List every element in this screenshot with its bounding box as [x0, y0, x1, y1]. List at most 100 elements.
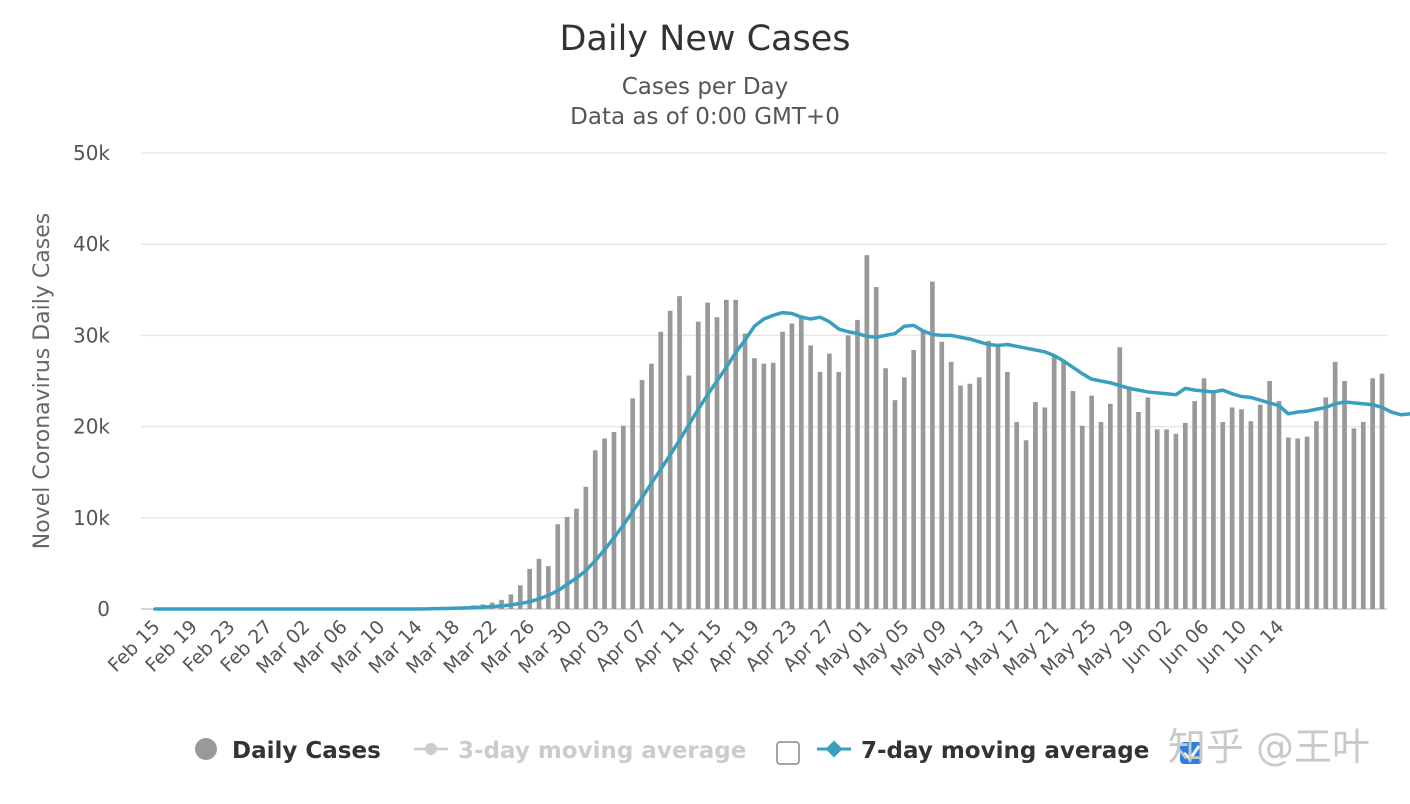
legend: Daily Cases 3-day moving average 7-day m… [195, 738, 1202, 765]
bar-106 [1145, 397, 1151, 609]
bar-109 [1173, 433, 1179, 609]
three-day-legend-marker [425, 743, 437, 755]
bar-51 [630, 398, 636, 609]
bar-69 [798, 315, 804, 609]
bar-129 [1360, 422, 1366, 609]
bar-50 [620, 425, 626, 609]
legend-item-3-day-average[interactable]: 3-day moving average [414, 738, 746, 764]
bar-76 [864, 255, 870, 610]
bar-60 [714, 317, 720, 609]
three-day-legend-label: 3-day moving average [458, 738, 746, 764]
checkmark-icon [1182, 745, 1201, 762]
seven-day-legend-marker [825, 740, 843, 758]
bar-90 [995, 343, 1001, 609]
bar-120 [1276, 401, 1282, 609]
bar-59 [705, 302, 710, 609]
bar-56 [677, 296, 682, 609]
bar-116 [1239, 409, 1244, 609]
bar-39 [517, 585, 523, 609]
seven-day-average-line [153, 310, 1410, 611]
bar-101 [1098, 422, 1104, 609]
bar-42 [546, 566, 551, 609]
bar-104 [1126, 386, 1132, 609]
y-tick-50k: 50k [73, 141, 110, 165]
bar-72 [827, 353, 832, 609]
bar-77 [873, 287, 879, 609]
bar-131 [1379, 373, 1385, 609]
bar-95 [1042, 407, 1048, 609]
bar-99 [1079, 425, 1085, 609]
bar-67 [780, 331, 785, 609]
bar-115 [1229, 407, 1235, 609]
bar-49 [611, 432, 617, 609]
bar-105 [1136, 412, 1141, 609]
bar-125 [1323, 397, 1329, 609]
bar-128 [1351, 428, 1357, 609]
bar-44 [564, 516, 570, 609]
y-tick-10k: 10k [73, 506, 110, 530]
bar-127 [1342, 381, 1347, 609]
bar-97 [1061, 360, 1066, 609]
bar-94 [1033, 401, 1038, 609]
bar-89 [986, 340, 991, 609]
seven-day-legend-label: 7-day moving average [861, 738, 1149, 764]
bar-110 [1182, 422, 1188, 609]
bar-84 [939, 341, 945, 609]
bar-71 [817, 371, 823, 609]
legend-item-daily-cases[interactable]: Daily Cases [195, 738, 381, 764]
bar-93 [1023, 440, 1029, 609]
bar-78 [883, 368, 888, 609]
chart-subtitle: Cases per Day [622, 74, 789, 100]
bar-121 [1285, 437, 1291, 609]
bar-111 [1192, 401, 1198, 609]
chart-data-date: Data as of 0:00 GMT+0 [570, 104, 840, 130]
bar-102 [1108, 403, 1113, 609]
bar-107 [1154, 429, 1160, 609]
bar-73 [836, 371, 842, 609]
bar-40 [527, 568, 532, 609]
daily-cases-bars [368, 255, 1385, 610]
bar-81 [911, 349, 917, 609]
bar-86 [958, 385, 963, 609]
bar-70 [808, 345, 813, 609]
bar-43 [555, 524, 561, 609]
y-tick-0: 0 [97, 597, 110, 621]
bar-45 [574, 508, 579, 609]
bar-100 [1089, 395, 1094, 609]
legend-item-7-day-average[interactable]: 7-day moving average [817, 738, 1149, 764]
watermark: 知乎 @王叶 [1168, 725, 1370, 769]
daily-cases-legend-marker [195, 738, 217, 760]
bar-66 [770, 362, 776, 609]
bar-68 [789, 323, 795, 609]
legend-checkbox-empty[interactable] [776, 741, 800, 765]
bar-74 [845, 335, 851, 609]
bar-112 [1201, 378, 1207, 609]
bar-122 [1295, 438, 1301, 609]
bar-65 [761, 363, 767, 609]
daily-cases-legend-label: Daily Cases [232, 738, 381, 764]
bar-47 [592, 450, 598, 609]
y-tick-30k: 30k [73, 323, 110, 347]
bar-124 [1314, 421, 1319, 609]
bar-62 [733, 299, 739, 609]
seven-day-average-path [153, 310, 1410, 611]
y-tick-labels: 0 10k 20k 30k 40k 50k [73, 141, 110, 621]
bar-83 [930, 281, 935, 609]
y-tick-20k: 20k [73, 415, 110, 439]
bar-114 [1220, 422, 1226, 609]
bar-126 [1332, 361, 1338, 609]
bar-82 [920, 329, 926, 609]
y-axis-label: Novel Coronavirus Daily Cases [30, 213, 55, 549]
bar-58 [695, 321, 701, 609]
bar-57 [686, 375, 692, 609]
bar-48 [602, 438, 607, 609]
bar-108 [1164, 429, 1169, 609]
bar-123 [1304, 436, 1310, 609]
bar-46 [583, 486, 589, 609]
bar-88 [976, 377, 982, 609]
bar-113 [1211, 392, 1216, 609]
bar-91 [1005, 371, 1010, 609]
bar-85 [948, 361, 954, 609]
bar-118 [1257, 404, 1263, 609]
